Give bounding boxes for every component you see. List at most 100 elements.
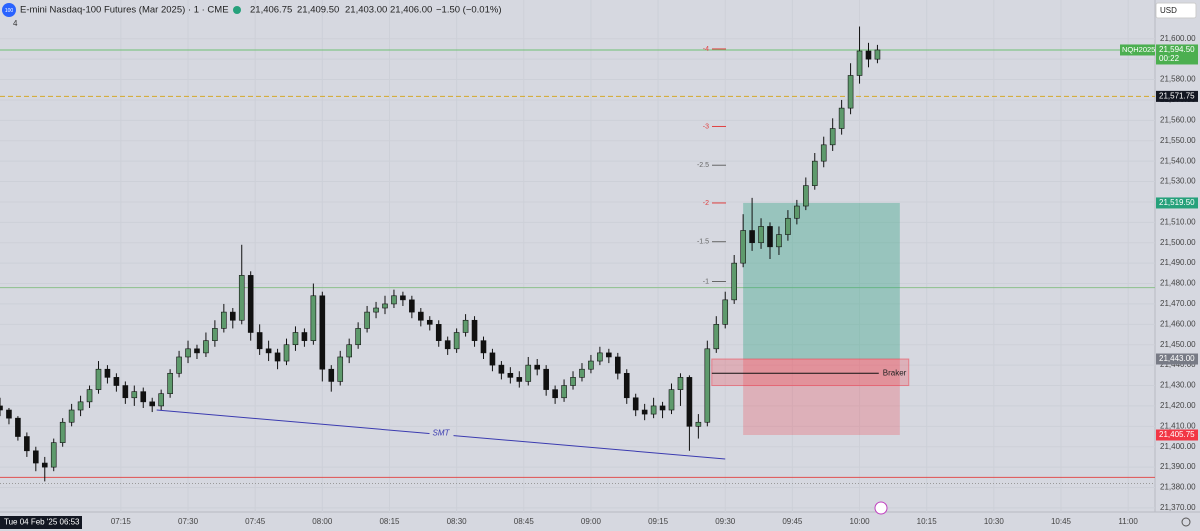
x-tick-label: 10:00 bbox=[850, 517, 871, 526]
candle-body bbox=[149, 401, 156, 407]
candle-body bbox=[525, 364, 532, 382]
candle-body bbox=[686, 377, 693, 427]
candle-body bbox=[292, 332, 299, 346]
price-tag-label: 21,519.50 bbox=[1159, 198, 1195, 207]
candle-body bbox=[131, 391, 138, 399]
candle-body bbox=[418, 311, 424, 321]
candle-body bbox=[561, 385, 567, 399]
settings-icon[interactable] bbox=[1181, 517, 1191, 527]
candle-body bbox=[77, 401, 84, 411]
candle-body bbox=[158, 393, 164, 407]
price-tag bbox=[1156, 353, 1198, 365]
candle-body bbox=[552, 389, 558, 399]
x-tick-label: 08:00 bbox=[312, 517, 333, 526]
symbol-title[interactable]: E-mini Nasdaq-100 Futures (Mar 2025) · 1… bbox=[20, 5, 229, 16]
candle-body bbox=[820, 144, 827, 162]
candle-body bbox=[570, 377, 576, 386]
candle-body bbox=[606, 352, 612, 358]
y-tick-label: 21,430.00 bbox=[1160, 381, 1196, 390]
currency[interactable]: USD bbox=[1160, 6, 1177, 15]
candle-body bbox=[391, 295, 397, 305]
candle-body bbox=[632, 397, 639, 411]
candle-body bbox=[24, 436, 30, 452]
countdown: 00:22 bbox=[1159, 54, 1180, 63]
indicator-count[interactable]: 4 bbox=[13, 19, 18, 28]
y-tick-label: 21,550.00 bbox=[1160, 136, 1196, 145]
candle-body bbox=[704, 348, 711, 423]
y-tick-label: 21,490.00 bbox=[1160, 258, 1196, 267]
fib-label: -2 bbox=[703, 200, 709, 207]
y-tick-label: 21,380.00 bbox=[1160, 483, 1196, 492]
candle-body bbox=[614, 356, 621, 374]
target-zone bbox=[743, 202, 900, 360]
candle-body bbox=[400, 295, 406, 301]
fib-label: -1 bbox=[703, 278, 709, 285]
quote: 21,406.75 bbox=[250, 5, 292, 16]
y-tick-label: 21,470.00 bbox=[1160, 299, 1196, 308]
candle-body bbox=[435, 324, 442, 341]
candle-body bbox=[283, 344, 290, 362]
y-tick-label: 21,480.00 bbox=[1160, 279, 1196, 288]
candle-body bbox=[194, 348, 200, 354]
candle-body bbox=[471, 319, 478, 341]
candle-body bbox=[865, 50, 872, 60]
candle-body bbox=[543, 368, 549, 390]
x-tick-label: 08:30 bbox=[447, 517, 468, 526]
quote: 21,409.50 bbox=[297, 5, 339, 16]
y-tick-label: 21,420.00 bbox=[1160, 401, 1196, 410]
candle-body bbox=[212, 328, 218, 341]
candle-body bbox=[713, 324, 720, 350]
candle-body bbox=[668, 389, 675, 411]
x-tick-label: 10:45 bbox=[1051, 517, 1072, 526]
currency-button[interactable] bbox=[1155, 2, 1197, 19]
candle-body bbox=[650, 405, 657, 415]
candle-body bbox=[167, 372, 173, 394]
y-tick-label: 21,500.00 bbox=[1160, 238, 1196, 247]
braker-label: Braker bbox=[883, 368, 907, 377]
price-axis bbox=[1155, 0, 1200, 512]
candle-body bbox=[498, 364, 505, 374]
candle-body bbox=[33, 450, 39, 464]
y-tick-label: 21,510.00 bbox=[1160, 217, 1196, 226]
candle-body bbox=[731, 262, 737, 301]
symbol-icon-text: 100 bbox=[5, 8, 14, 14]
status-dot bbox=[233, 6, 241, 14]
quote: 21,403.00 bbox=[345, 5, 387, 16]
x-tick-label: 09:00 bbox=[581, 517, 602, 526]
candle-body bbox=[50, 442, 57, 468]
y-tick-label: 21,580.00 bbox=[1160, 75, 1196, 84]
candle-body bbox=[641, 409, 648, 415]
candle-body bbox=[758, 226, 764, 244]
change: −1.50 (−0.01%) bbox=[436, 5, 502, 16]
symbol-tag bbox=[1120, 44, 1155, 56]
x-tick-label: 09:45 bbox=[782, 517, 803, 526]
braker-box bbox=[711, 358, 910, 387]
price-tag bbox=[1156, 90, 1198, 102]
x-tick-label: 07:30 bbox=[178, 517, 199, 526]
candle-body bbox=[95, 368, 102, 390]
candle-body bbox=[229, 311, 236, 321]
y-tick-label: 21,410.00 bbox=[1160, 421, 1196, 430]
stop-zone bbox=[743, 359, 900, 435]
candle-body bbox=[68, 409, 75, 423]
x-tick-label: 08:15 bbox=[379, 517, 400, 526]
candle-body bbox=[337, 356, 344, 382]
fib-label: -2.5 bbox=[697, 162, 709, 169]
candle-body bbox=[534, 364, 541, 370]
candle-body bbox=[256, 332, 263, 350]
candle-body bbox=[185, 348, 191, 358]
candle-body bbox=[382, 303, 388, 309]
candle-body bbox=[59, 421, 66, 443]
candle-body bbox=[15, 417, 21, 437]
price-tag bbox=[1156, 197, 1198, 209]
alert-icon[interactable] bbox=[874, 501, 888, 515]
candle-body bbox=[740, 230, 746, 264]
candle-body bbox=[426, 319, 433, 325]
price-tag bbox=[1156, 44, 1198, 65]
candle-body bbox=[811, 160, 818, 186]
candle-body bbox=[203, 340, 209, 354]
candle-body bbox=[122, 385, 129, 399]
